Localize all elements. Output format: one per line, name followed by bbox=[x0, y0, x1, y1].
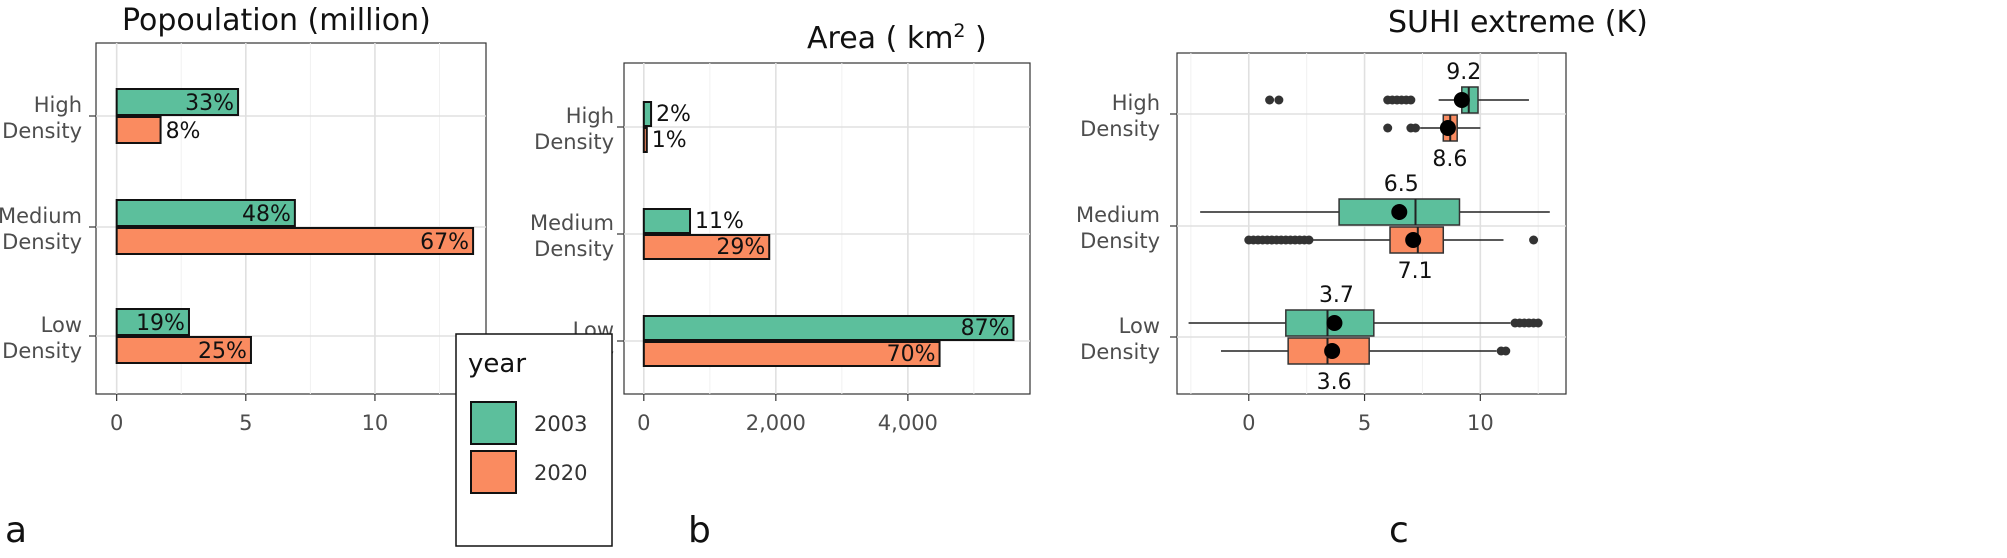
bar-data-label: 11% bbox=[695, 209, 744, 234]
legend: year 2003 2020 bbox=[455, 333, 613, 547]
y-tick-label: Low bbox=[1119, 314, 1160, 338]
y-tick-label: Density bbox=[1080, 340, 1160, 364]
y-tick-label: High bbox=[34, 93, 82, 117]
boxplot-mean-label: 9.2 bbox=[1446, 60, 1481, 85]
bar-2020 bbox=[115, 227, 475, 255]
boxplot-mean-label: 3.7 bbox=[1319, 283, 1354, 308]
panel-a-population: 0 5 10HighDensityMediumDensityLowDensity33… bbox=[0, 42, 487, 435]
y-tick-label: Density bbox=[1080, 229, 1160, 253]
boxplot-mean-2003 bbox=[1453, 92, 1470, 108]
x-tick-label: 5 bbox=[239, 411, 252, 435]
panel-a-title: Popoulation (million) bbox=[122, 3, 431, 38]
bar-data-label: 19% bbox=[136, 311, 185, 336]
x-tick-label: 10 bbox=[362, 411, 389, 435]
y-tick-label: Density bbox=[2, 230, 82, 254]
y-tick-label: Density bbox=[534, 237, 614, 261]
panel-b-title-sup: 2 bbox=[953, 20, 965, 42]
boxplot-outlier-2020 bbox=[1410, 123, 1420, 133]
bar-2003 bbox=[642, 101, 653, 127]
x-tick-label: 2,000 bbox=[746, 411, 806, 435]
legend-label-2020: 2020 bbox=[534, 461, 587, 485]
bar-data-label: 70% bbox=[887, 342, 936, 367]
boxplot-outlier-2020 bbox=[1383, 123, 1393, 133]
x-tick-label: 10 bbox=[1467, 411, 1494, 435]
x-tick-label: 0 bbox=[637, 411, 650, 435]
panel-b-area: 02,0004,000HighDensityMediumDensityLowDe… bbox=[530, 62, 1031, 435]
y-tick-label: Density bbox=[534, 130, 614, 154]
y-tick-label: Density bbox=[2, 119, 82, 143]
x-tick-label: 0 bbox=[1242, 411, 1255, 435]
boxplot-outlier-2003 bbox=[1533, 318, 1543, 328]
y-tick-label: Medium bbox=[0, 204, 82, 228]
boxplot-mean-2020 bbox=[1324, 343, 1341, 359]
bar-2003 bbox=[115, 88, 240, 116]
boxplot-outlier-2020 bbox=[1304, 235, 1314, 245]
y-tick-label: Low bbox=[41, 313, 82, 337]
bar-2003 bbox=[115, 308, 190, 336]
boxplot-outlier-2020 bbox=[1501, 346, 1511, 356]
legend-label-2003: 2003 bbox=[534, 412, 587, 436]
boxplot-mean-label: 8.6 bbox=[1432, 147, 1467, 172]
legend-swatch-2020 bbox=[470, 450, 517, 494]
bar-2020 bbox=[115, 336, 252, 364]
panel-b-title-main: Area ( km bbox=[807, 21, 953, 56]
panel-c-suhi: 0 5 10HighDensityMediumDensityLowDensity9.… bbox=[1076, 52, 1567, 435]
x-tick-label: 0 bbox=[110, 411, 123, 435]
bar-2020 bbox=[642, 127, 648, 153]
panel-letter-b: b bbox=[688, 510, 711, 551]
y-tick-label: Density bbox=[1080, 117, 1160, 141]
boxplot-mean-2003 bbox=[1391, 204, 1408, 220]
bar-data-label: 25% bbox=[198, 339, 247, 364]
bar-2003 bbox=[642, 315, 1015, 341]
bar-data-label: 48% bbox=[242, 202, 291, 227]
y-tick-label: Density bbox=[2, 339, 82, 363]
boxplot-mean-2020 bbox=[1405, 232, 1422, 248]
bar-data-label: 67% bbox=[420, 230, 469, 255]
boxplot-mean-2020 bbox=[1439, 120, 1456, 136]
legend-swatch-2003 bbox=[470, 401, 517, 445]
boxplot-outlier-2003 bbox=[1274, 95, 1284, 105]
y-tick-label: High bbox=[566, 104, 614, 128]
boxplot-mean-2003 bbox=[1326, 315, 1343, 331]
bar-data-label: 87% bbox=[961, 316, 1010, 341]
bar-2020 bbox=[115, 116, 162, 144]
boxplot-outlier-2003 bbox=[1406, 95, 1416, 105]
bar-data-label: 1% bbox=[652, 128, 687, 153]
bar-data-label: 2% bbox=[656, 102, 691, 127]
y-tick-label: High bbox=[1112, 91, 1160, 115]
panel-b-title-tail: ) bbox=[966, 21, 987, 56]
bar-data-label: 29% bbox=[716, 235, 765, 260]
boxplot-outlier-2020 bbox=[1529, 235, 1539, 245]
panel-letter-c: c bbox=[1389, 510, 1409, 551]
y-tick-label: Medium bbox=[1076, 203, 1160, 227]
x-tick-label: 5 bbox=[1358, 411, 1371, 435]
x-tick-label: 4,000 bbox=[878, 411, 938, 435]
bar-2020 bbox=[642, 234, 771, 260]
panel-letter-a: a bbox=[5, 510, 27, 551]
boxplot-outlier-2003 bbox=[1265, 95, 1275, 105]
bar-2020 bbox=[642, 341, 941, 367]
boxplot-mean-label: 6.5 bbox=[1384, 172, 1419, 197]
bar-data-label: 8% bbox=[166, 119, 201, 144]
boxplot-mean-label: 7.1 bbox=[1398, 259, 1433, 284]
panel-b-title: Area ( km2 ) bbox=[807, 20, 987, 56]
y-tick-label: Medium bbox=[530, 211, 614, 235]
legend-title: year bbox=[468, 349, 526, 379]
boxplot-mean-label: 3.6 bbox=[1317, 370, 1352, 395]
bar-2003 bbox=[115, 199, 296, 227]
bar-data-label: 33% bbox=[185, 91, 234, 116]
bar-2003 bbox=[642, 208, 692, 234]
panel-c-title: SUHI extreme (K) bbox=[1388, 5, 1648, 40]
